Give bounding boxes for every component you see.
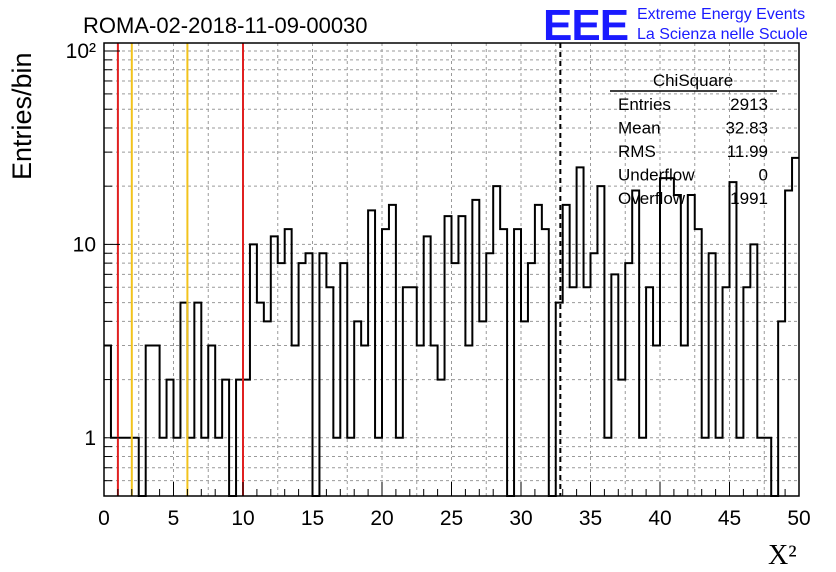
stats-label: Entries: [618, 95, 671, 114]
eee-logo-line2: La Scienza nelle Scuole: [637, 26, 808, 43]
threshold-lines: [116, 43, 562, 496]
x-tick-label: 5: [168, 507, 180, 530]
stats-value: 2913: [730, 95, 768, 114]
eee-logo: EEE Extreme Energy Events La Scienza nel…: [543, 1, 808, 50]
plot-frame: [103, 42, 800, 497]
stats-value: 1991: [730, 189, 768, 208]
x-tick-label: 30: [509, 507, 532, 530]
y-tick-label: 10²: [66, 40, 96, 63]
grid: [104, 43, 799, 496]
x-tick-labels: 0 5 10 15 20 25 30 35 40 45 50: [98, 507, 811, 530]
y-axis-label: Entries/bin: [7, 52, 37, 180]
stats-title: ChiSquare: [653, 71, 733, 90]
stats-box: ChiSquare Entries 2913 Mean 32.83 RMS 11.99 Un…: [610, 71, 777, 208]
y-tick-label: 10: [73, 233, 96, 256]
stats-value: 0: [759, 166, 768, 185]
x-tick-label: 15: [301, 507, 324, 530]
stats-value: 11.99: [727, 142, 768, 161]
x-tick-label: 25: [440, 507, 463, 530]
x-tick-label: 45: [718, 507, 741, 530]
stats-value: 32.83: [725, 119, 768, 138]
stats-label: RMS: [618, 142, 656, 161]
y-tick-label: 1: [84, 427, 96, 450]
stats-label: Mean: [618, 119, 661, 138]
x-tick-label: 0: [98, 507, 110, 530]
x-tick-label: 35: [579, 507, 602, 530]
x-tick-label: 50: [787, 507, 810, 530]
eee-logo-text: EEE: [543, 1, 628, 50]
stats-label: Underflow: [618, 166, 695, 185]
x-tick-label: 10: [231, 507, 254, 530]
x-tick-label: 20: [370, 507, 393, 530]
x-tick-label: 40: [648, 507, 671, 530]
histogram-outline: [104, 156, 799, 497]
x-axis-label: X²: [768, 540, 797, 571]
stats-label: Overflow: [618, 189, 686, 208]
y-tick-labels: 1 10 10²: [66, 40, 96, 450]
eee-logo-line1: Extreme Energy Events: [637, 6, 805, 23]
stats-rows: Entries 2913 Mean 32.83 RMS 11.99 Underflow 0 Ov…: [618, 95, 768, 208]
chart-title: ROMA-02-2018-11-09-00030: [83, 13, 368, 38]
